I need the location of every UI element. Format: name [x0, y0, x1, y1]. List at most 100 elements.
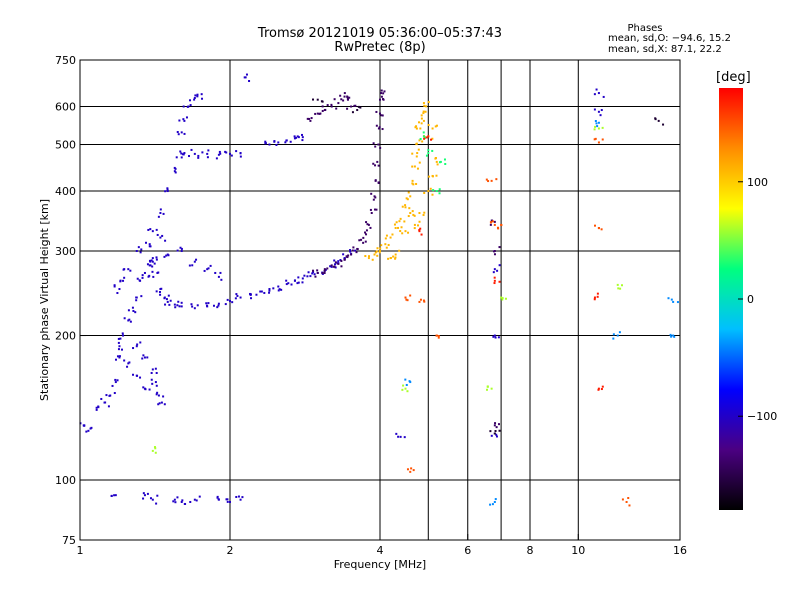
data-point	[378, 251, 381, 254]
data-point	[118, 355, 121, 358]
data-point	[443, 158, 446, 161]
data-point	[165, 298, 168, 301]
data-point	[498, 280, 501, 283]
data-point	[617, 287, 620, 290]
data-point	[493, 253, 496, 256]
data-point	[335, 107, 338, 110]
data-point	[149, 264, 152, 267]
data-point	[405, 197, 408, 200]
data-point	[167, 254, 170, 257]
data-point	[415, 155, 418, 158]
data-point	[175, 156, 178, 159]
data-point	[229, 300, 231, 303]
data-point	[654, 118, 657, 121]
data-point	[597, 110, 600, 113]
data-point	[423, 137, 426, 140]
data-point	[356, 109, 359, 112]
data-point	[264, 142, 267, 145]
data-point	[150, 259, 153, 262]
data-point	[158, 402, 161, 405]
data-point	[673, 335, 676, 338]
data-point	[285, 283, 288, 286]
data-point	[180, 247, 183, 250]
data-point	[593, 128, 596, 131]
data-point	[487, 180, 490, 183]
data-point	[146, 492, 149, 495]
colorbar-tick-label: 0	[747, 293, 754, 306]
data-point	[297, 136, 300, 139]
data-point	[139, 251, 142, 254]
data-point	[330, 264, 333, 267]
data-point	[358, 239, 361, 242]
data-point	[494, 429, 497, 432]
data-point	[241, 496, 244, 499]
data-point	[399, 217, 402, 220]
data-point	[349, 250, 352, 253]
data-point	[492, 335, 495, 338]
data-point	[409, 195, 412, 198]
data-point	[120, 348, 123, 351]
data-point	[407, 215, 410, 218]
data-point	[330, 105, 333, 108]
grid-lines	[80, 60, 680, 540]
data-point	[364, 240, 367, 243]
data-point	[431, 149, 434, 152]
data-point	[154, 381, 157, 384]
data-point	[316, 112, 319, 115]
data-point	[662, 123, 665, 126]
data-point	[375, 124, 378, 127]
data-point	[337, 262, 340, 265]
data-point	[495, 433, 498, 436]
data-point	[154, 367, 157, 370]
data-point	[116, 355, 119, 358]
data-point	[182, 105, 185, 108]
data-point	[380, 89, 383, 92]
data-point	[123, 359, 126, 362]
data-point	[116, 379, 119, 382]
data-point	[121, 332, 124, 335]
data-point	[268, 143, 271, 146]
data-point	[346, 97, 349, 100]
data-point	[149, 497, 152, 500]
data-point	[493, 220, 496, 223]
data-point	[418, 229, 421, 232]
data-point	[235, 495, 238, 498]
data-point	[310, 117, 313, 120]
data-point	[413, 223, 416, 226]
data-point	[419, 137, 422, 140]
data-point	[438, 188, 441, 191]
data-point	[151, 368, 154, 371]
data-point	[174, 171, 177, 174]
data-point	[414, 126, 417, 129]
data-point	[357, 105, 360, 108]
data-point	[346, 95, 349, 98]
data-point	[188, 155, 191, 158]
data-point	[161, 234, 164, 237]
y-tick-label: 100	[55, 474, 76, 487]
data-point	[216, 496, 219, 499]
data-point	[397, 226, 400, 229]
data-point	[374, 251, 377, 254]
data-point	[350, 253, 353, 256]
data-point	[372, 162, 375, 165]
data-point	[188, 99, 191, 102]
data-point	[107, 405, 110, 408]
data-point	[407, 231, 410, 234]
data-point	[408, 380, 411, 383]
data-point	[410, 467, 413, 470]
data-point	[406, 390, 409, 393]
data-point	[295, 136, 298, 139]
data-point	[493, 223, 496, 226]
data-point	[493, 432, 496, 435]
data-point	[425, 154, 428, 157]
data-point	[430, 138, 433, 141]
data-point	[123, 276, 126, 279]
data-point	[628, 504, 631, 507]
data-point	[85, 430, 88, 433]
data-point	[367, 257, 370, 260]
data-point	[158, 290, 161, 293]
data-point	[343, 258, 346, 261]
data-point	[194, 94, 197, 97]
data-point	[168, 303, 171, 306]
data-point	[156, 233, 159, 236]
